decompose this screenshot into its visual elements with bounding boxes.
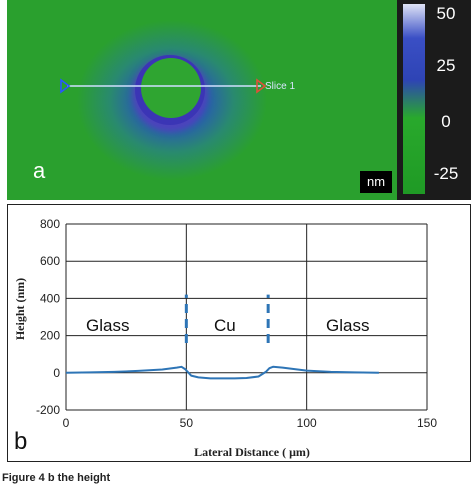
grid [65, 223, 428, 411]
series-lines [65, 365, 379, 380]
slice-end-handle-icon[interactable] [256, 78, 267, 94]
y-tick-label: -200 [36, 403, 60, 417]
height-map-image: Slice 1 a nm [7, 0, 397, 200]
x-tick-label: 150 [417, 416, 437, 430]
panel-b-label: b [14, 428, 27, 455]
height-profile-panel: -200 0 200 400 600 800 0 50 100 150 Glass Cu Gla… [7, 204, 471, 462]
y-tick-label: 0 [53, 366, 60, 380]
x-tick-label: 100 [297, 416, 317, 430]
x-tick-label: 50 [180, 416, 194, 430]
x-tick-labels: 0 50 100 150 [63, 416, 438, 430]
boundary-markers [184, 294, 270, 344]
figure-caption: Figure 4 b the height [2, 472, 111, 484]
region-label-glass-left: Glass [86, 316, 129, 335]
height-colorbar [403, 4, 425, 194]
height-map-panel: Slice 1 a nm 50 25 0 -25 [7, 0, 471, 200]
slice-start-handle-icon[interactable] [60, 78, 71, 94]
slice-label: Slice 1 [265, 81, 296, 92]
y-axis-title: Height (nm) [13, 278, 27, 340]
colorbar-tick: 50 [436, 4, 456, 23]
y-tick-labels: -200 0 200 400 600 800 [36, 217, 60, 417]
colorbar-tick: 0 [441, 112, 451, 131]
y-tick-label: 600 [40, 254, 60, 268]
unit-label: nm [360, 171, 392, 193]
region-label-glass-right: Glass [326, 316, 369, 335]
y-tick-label: 200 [40, 329, 60, 343]
x-axis-title: Lateral Distance ( μm) [194, 445, 310, 459]
colorbar-tick: 25 [436, 56, 456, 75]
y-tick-label: 400 [40, 291, 60, 305]
y-tick-label: 800 [40, 217, 60, 231]
copper-pit-surface [141, 58, 201, 118]
region-label-cu: Cu [214, 316, 236, 335]
slice-line[interactable] [7, 0, 397, 200]
panel-a-label: a [33, 158, 46, 183]
x-tick-label: 0 [63, 416, 70, 430]
height-profile-line [65, 365, 379, 380]
colorbar-tick: -25 [433, 164, 459, 183]
